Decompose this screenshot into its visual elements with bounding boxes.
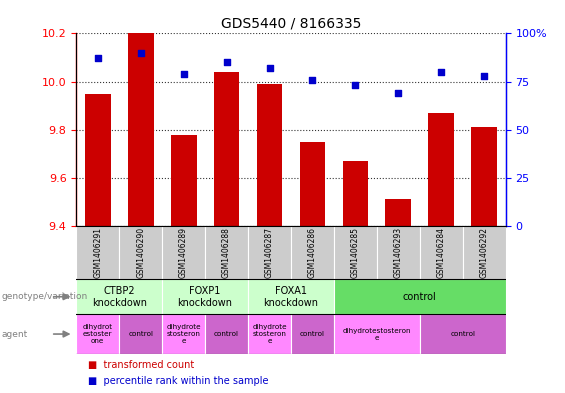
Text: control: control: [128, 331, 153, 337]
Bar: [334, 279, 506, 314]
Text: genotype/variation: genotype/variation: [1, 292, 88, 301]
Bar: [299, 142, 325, 226]
Text: FOXP1
knockdown: FOXP1 knockdown: [177, 286, 233, 307]
Bar: [128, 33, 154, 226]
Point: [136, 50, 145, 56]
Text: GSM1406290: GSM1406290: [136, 227, 145, 278]
Point: [308, 77, 317, 83]
Bar: [471, 127, 497, 226]
Point: [179, 71, 188, 77]
Bar: [76, 226, 119, 279]
Bar: [76, 314, 119, 354]
Bar: [162, 279, 248, 314]
Bar: [385, 200, 411, 226]
Bar: [334, 314, 420, 354]
Point: [265, 65, 274, 71]
Text: dihydrote
stosteron
e: dihydrote stosteron e: [166, 324, 201, 344]
Bar: [162, 314, 205, 354]
Bar: [119, 314, 162, 354]
Bar: [162, 226, 205, 279]
Point: [93, 55, 102, 62]
Bar: [377, 226, 420, 279]
Bar: [257, 84, 282, 226]
Text: dihydrote
stosteron
e: dihydrote stosteron e: [252, 324, 287, 344]
Bar: [85, 94, 111, 226]
Text: GSM1406287: GSM1406287: [265, 227, 274, 278]
Bar: [420, 226, 463, 279]
Text: control: control: [403, 292, 437, 302]
Text: GSM1406285: GSM1406285: [351, 227, 360, 278]
Text: control: control: [214, 331, 239, 337]
Text: dihydrot
estoster
one: dihydrot estoster one: [82, 324, 113, 344]
Bar: [205, 314, 248, 354]
Point: [222, 59, 231, 65]
Bar: [420, 314, 506, 354]
Bar: [248, 226, 291, 279]
Text: CTBP2
knockdown: CTBP2 knockdown: [92, 286, 147, 307]
Bar: [119, 226, 162, 279]
Text: GSM1406292: GSM1406292: [480, 227, 489, 278]
Bar: [205, 226, 248, 279]
Text: FOXA1
knockdown: FOXA1 knockdown: [263, 286, 319, 307]
Text: GSM1406288: GSM1406288: [222, 227, 231, 278]
Text: agent: agent: [1, 330, 27, 338]
Point: [480, 73, 489, 79]
Bar: [291, 226, 334, 279]
Bar: [463, 226, 506, 279]
Text: GSM1406293: GSM1406293: [394, 227, 403, 278]
Bar: [76, 279, 162, 314]
Text: GSM1406284: GSM1406284: [437, 227, 446, 278]
Text: control: control: [450, 331, 475, 337]
Bar: [171, 134, 197, 226]
Point: [437, 69, 446, 75]
Text: control: control: [300, 331, 325, 337]
Bar: [248, 279, 334, 314]
Title: GDS5440 / 8166335: GDS5440 / 8166335: [221, 17, 361, 31]
Bar: [342, 161, 368, 226]
Text: ■  transformed count: ■ transformed count: [88, 360, 194, 371]
Point: [394, 90, 403, 96]
Bar: [214, 72, 240, 226]
Bar: [428, 113, 454, 226]
Text: dihydrotestosteron
e: dihydrotestosteron e: [342, 327, 411, 341]
Bar: [248, 314, 291, 354]
Text: GSM1406291: GSM1406291: [93, 227, 102, 278]
Bar: [334, 226, 377, 279]
Text: ■  percentile rank within the sample: ■ percentile rank within the sample: [88, 376, 268, 386]
Text: GSM1406286: GSM1406286: [308, 227, 317, 278]
Point: [351, 82, 360, 88]
Bar: [291, 314, 334, 354]
Text: GSM1406289: GSM1406289: [179, 227, 188, 278]
